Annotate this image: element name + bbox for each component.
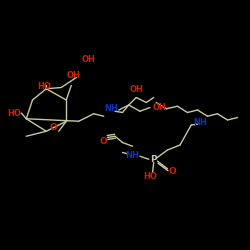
- Text: OH: OH: [153, 103, 167, 112]
- Text: HO: HO: [37, 82, 51, 91]
- Text: OH: OH: [129, 86, 143, 94]
- Text: O: O: [168, 167, 176, 176]
- Text: NH: NH: [126, 150, 140, 160]
- Text: P: P: [150, 156, 157, 164]
- Text: O: O: [100, 137, 108, 146]
- Text: NH: NH: [193, 118, 207, 127]
- Text: NH: NH: [104, 104, 118, 113]
- Text: O: O: [50, 123, 58, 132]
- Text: HO: HO: [7, 109, 21, 118]
- Text: OH: OH: [82, 56, 96, 64]
- Text: OH: OH: [67, 70, 81, 80]
- Text: HO: HO: [143, 172, 157, 181]
